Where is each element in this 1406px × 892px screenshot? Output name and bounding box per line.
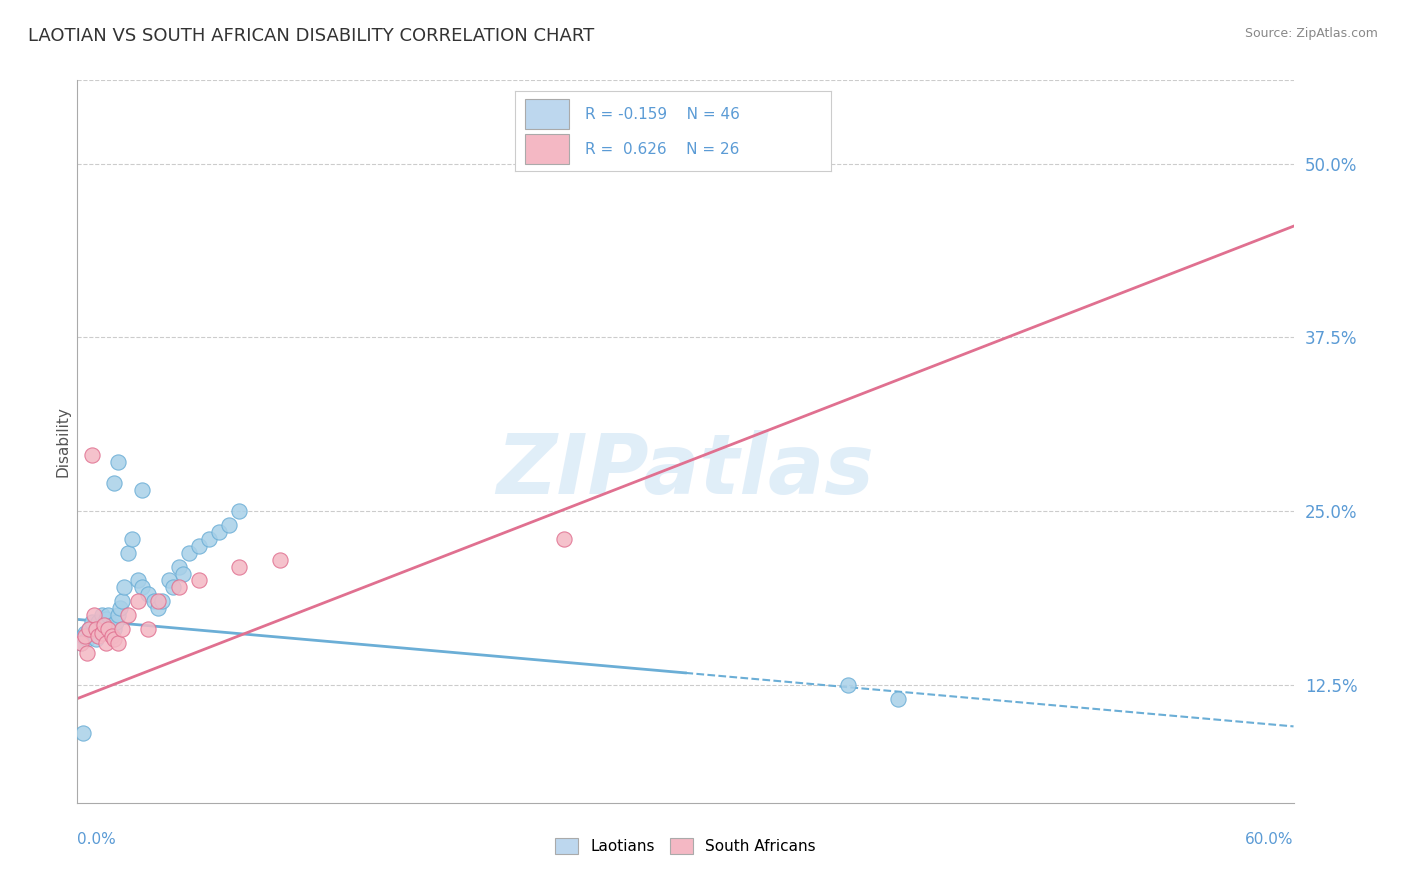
Point xyxy=(75,626,97,640)
Point xyxy=(70,636,93,650)
Point xyxy=(111,594,134,608)
Point xyxy=(117,608,139,623)
Point xyxy=(228,504,250,518)
Point xyxy=(84,622,107,636)
Point xyxy=(83,608,105,623)
Point xyxy=(121,532,143,546)
Point xyxy=(93,618,115,632)
Point xyxy=(97,608,120,623)
Point xyxy=(198,532,221,546)
Text: ZIPatlas: ZIPatlas xyxy=(496,430,875,511)
Point xyxy=(83,626,105,640)
Legend: Laotians, South Africans: Laotians, South Africans xyxy=(548,832,823,860)
Point xyxy=(127,574,149,588)
Point xyxy=(108,601,131,615)
Point xyxy=(131,581,153,595)
Point xyxy=(97,622,120,636)
Point xyxy=(127,594,149,608)
Point xyxy=(177,546,200,560)
Point xyxy=(103,476,125,491)
Point xyxy=(90,608,112,623)
Point xyxy=(72,629,94,643)
Point xyxy=(93,618,115,632)
Point xyxy=(228,559,250,574)
Point xyxy=(94,636,117,650)
Point xyxy=(98,626,121,640)
Point xyxy=(172,566,194,581)
Point xyxy=(218,517,240,532)
Point xyxy=(86,615,108,630)
Point xyxy=(837,678,859,692)
Point xyxy=(107,608,129,623)
Point xyxy=(188,574,211,588)
Point xyxy=(148,601,170,615)
Point xyxy=(157,574,180,588)
Point xyxy=(89,622,111,636)
Point xyxy=(79,622,101,636)
Point xyxy=(269,552,291,566)
Point xyxy=(136,622,159,636)
Point xyxy=(112,581,135,595)
Point xyxy=(75,629,97,643)
Point xyxy=(86,629,108,643)
Point xyxy=(107,455,129,469)
Point xyxy=(76,632,98,646)
Point xyxy=(79,622,101,636)
Point xyxy=(107,636,129,650)
Point xyxy=(94,612,117,626)
Point xyxy=(188,539,211,553)
Text: Source: ZipAtlas.com: Source: ZipAtlas.com xyxy=(1244,27,1378,40)
Point xyxy=(103,632,125,646)
Point xyxy=(148,594,170,608)
Point xyxy=(72,726,94,740)
Point xyxy=(80,615,103,630)
Point xyxy=(103,622,125,636)
Point xyxy=(101,629,124,643)
Point xyxy=(208,524,231,539)
Point xyxy=(76,646,98,660)
Text: 60.0%: 60.0% xyxy=(1246,831,1294,847)
Point xyxy=(104,615,127,630)
Point xyxy=(143,594,166,608)
Text: 0.0%: 0.0% xyxy=(77,831,117,847)
Text: LAOTIAN VS SOUTH AFRICAN DISABILITY CORRELATION CHART: LAOTIAN VS SOUTH AFRICAN DISABILITY CORR… xyxy=(28,27,595,45)
Point xyxy=(167,559,190,574)
Point xyxy=(70,636,93,650)
Point xyxy=(80,449,103,463)
Point xyxy=(90,626,112,640)
Point xyxy=(162,581,184,595)
Point xyxy=(84,632,107,646)
Point xyxy=(117,546,139,560)
Point xyxy=(136,587,159,601)
Point xyxy=(152,594,174,608)
Point xyxy=(101,618,124,632)
Point xyxy=(553,532,575,546)
Point xyxy=(131,483,153,498)
Point xyxy=(887,691,910,706)
Point xyxy=(167,581,190,595)
Point xyxy=(111,622,134,636)
Y-axis label: Disability: Disability xyxy=(55,406,70,477)
